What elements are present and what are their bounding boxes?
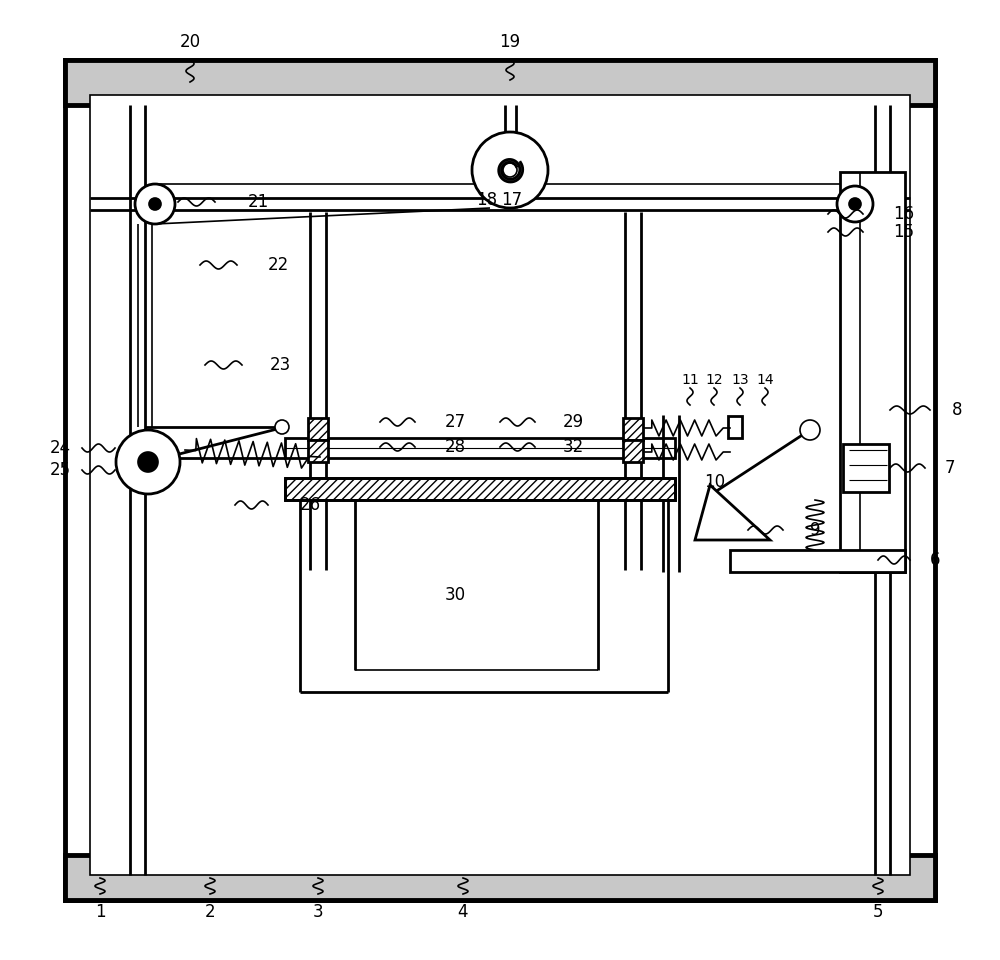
Circle shape bbox=[138, 452, 158, 472]
Text: 23: 23 bbox=[270, 356, 291, 374]
Text: 6: 6 bbox=[930, 551, 940, 569]
Text: 15: 15 bbox=[893, 223, 914, 241]
Bar bbox=[285, 478, 675, 500]
Text: 5: 5 bbox=[873, 903, 883, 921]
Text: 14: 14 bbox=[756, 373, 774, 387]
Text: 7: 7 bbox=[945, 459, 956, 477]
Text: 3: 3 bbox=[313, 903, 323, 921]
Text: 12: 12 bbox=[705, 373, 723, 387]
Bar bbox=[843, 444, 889, 492]
Text: 26: 26 bbox=[300, 496, 321, 514]
Circle shape bbox=[837, 186, 873, 222]
Bar bbox=[65, 60, 935, 105]
Text: 9: 9 bbox=[810, 521, 820, 539]
Text: 24: 24 bbox=[49, 439, 71, 457]
Bar bbox=[840, 172, 905, 572]
Circle shape bbox=[275, 420, 289, 434]
Text: 29: 29 bbox=[563, 413, 584, 431]
Bar bbox=[308, 440, 328, 462]
Text: 22: 22 bbox=[268, 256, 289, 274]
Circle shape bbox=[849, 198, 861, 210]
Bar bbox=[728, 416, 742, 438]
Text: 25: 25 bbox=[49, 461, 71, 479]
Bar bbox=[65, 855, 935, 900]
Polygon shape bbox=[695, 485, 770, 540]
Text: 13: 13 bbox=[731, 373, 749, 387]
Bar bbox=[65, 60, 935, 105]
Bar bbox=[730, 550, 905, 572]
Bar bbox=[65, 855, 935, 900]
Bar bbox=[285, 438, 675, 458]
Circle shape bbox=[800, 420, 820, 440]
Bar bbox=[623, 418, 643, 440]
Text: 20: 20 bbox=[179, 33, 201, 51]
Text: 1: 1 bbox=[95, 903, 105, 921]
Text: 30: 30 bbox=[444, 586, 466, 604]
Text: 2: 2 bbox=[205, 903, 215, 921]
Bar bbox=[623, 440, 643, 462]
Text: 28: 28 bbox=[445, 438, 466, 456]
Text: 27: 27 bbox=[445, 413, 466, 431]
Text: 19: 19 bbox=[499, 33, 521, 51]
Text: 10: 10 bbox=[704, 473, 726, 491]
Text: 16: 16 bbox=[893, 205, 914, 223]
Text: 21: 21 bbox=[248, 193, 269, 211]
Circle shape bbox=[503, 163, 517, 177]
Bar bbox=[65, 60, 935, 900]
Bar bbox=[285, 478, 675, 500]
Text: 4: 4 bbox=[458, 903, 468, 921]
Text: 32: 32 bbox=[563, 438, 584, 456]
Text: 17: 17 bbox=[501, 191, 523, 209]
Text: 18: 18 bbox=[476, 191, 498, 209]
Circle shape bbox=[116, 430, 180, 494]
Text: 11: 11 bbox=[681, 373, 699, 387]
Bar bbox=[90, 95, 910, 875]
Circle shape bbox=[149, 198, 161, 210]
Bar bbox=[308, 418, 328, 440]
Circle shape bbox=[472, 132, 548, 208]
Circle shape bbox=[135, 184, 175, 224]
Text: 8: 8 bbox=[952, 401, 962, 419]
